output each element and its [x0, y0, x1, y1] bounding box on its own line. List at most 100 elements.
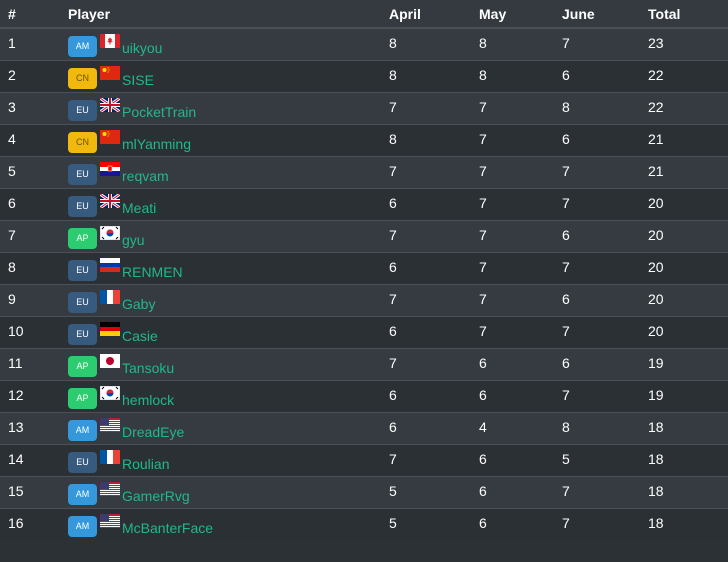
table-row: 7 AP gyu 7 7 6 20 — [0, 219, 728, 252]
june-score: 6 — [562, 59, 648, 92]
player-link[interactable]: SISE — [122, 71, 154, 88]
may-score: 6 — [479, 347, 562, 380]
april-score: 8 — [389, 123, 479, 156]
rank: 11 — [0, 347, 68, 380]
april-score: 5 — [389, 507, 479, 540]
may-score: 7 — [479, 251, 562, 284]
rank: 13 — [0, 411, 68, 444]
region-badge: AM — [68, 419, 97, 441]
region-badge: AM — [68, 483, 97, 505]
region-badge: EU — [68, 323, 97, 345]
table-row: 11 AP Tansoku 7 6 6 19 — [0, 347, 728, 380]
table-row: 13 AM DreadEye 6 4 8 18 — [0, 411, 728, 444]
may-score: 7 — [479, 123, 562, 156]
april-score: 8 — [389, 59, 479, 92]
total-score: 20 — [648, 283, 728, 316]
player-link[interactable]: RENMEN — [122, 263, 183, 280]
player-link[interactable]: mlYanming — [122, 135, 191, 152]
flag-cn-icon — [100, 65, 120, 80]
player-link[interactable]: Gaby — [122, 295, 156, 312]
total-score: 18 — [648, 443, 728, 476]
june-score: 6 — [562, 347, 648, 380]
table-row: 6 EU Meati 6 7 7 20 — [0, 187, 728, 220]
region-badge: EU — [68, 163, 97, 185]
player-link[interactable]: gyu — [122, 231, 145, 248]
col-may[interactable]: May — [479, 0, 562, 29]
flag-ca-icon — [100, 34, 120, 48]
player-link[interactable]: DreadEye — [122, 423, 185, 440]
player-link[interactable]: hemlock — [122, 391, 175, 408]
region-badge: AP — [68, 355, 97, 377]
table-row: 10 EU Casie 6 7 7 20 — [0, 315, 728, 348]
region-badge: EU — [68, 195, 97, 217]
table-row: 16 AM McBanterFace 5 6 7 18 — [0, 507, 728, 540]
june-score: 7 — [562, 315, 648, 348]
table-row: 9 EU Gaby 7 7 6 20 — [0, 283, 728, 316]
may-score: 4 — [479, 411, 562, 444]
total-score: 21 — [648, 123, 728, 156]
region-badge: EU — [68, 259, 97, 281]
player-link[interactable]: reqvam — [122, 167, 169, 184]
col-total[interactable]: Total — [648, 0, 728, 29]
rank: 10 — [0, 315, 68, 348]
may-score: 8 — [479, 27, 562, 60]
player-link[interactable]: GamerRvg — [122, 487, 190, 504]
total-score: 18 — [648, 507, 728, 540]
col-june[interactable]: June — [562, 0, 648, 29]
player-link[interactable]: Roulian — [122, 455, 170, 472]
april-score: 7 — [389, 155, 479, 188]
player-link[interactable]: PocketTrain — [122, 103, 197, 120]
rank: 8 — [0, 251, 68, 284]
player-link[interactable]: Casie — [122, 327, 158, 344]
june-score: 8 — [562, 411, 648, 444]
region-badge: CN — [68, 131, 97, 153]
col-player[interactable]: Player — [68, 0, 389, 29]
june-score: 7 — [562, 27, 648, 60]
rank: 12 — [0, 379, 68, 412]
region-badge: CN — [68, 67, 97, 89]
rank: 14 — [0, 443, 68, 476]
may-score: 6 — [479, 475, 562, 508]
rank: 9 — [0, 283, 68, 316]
player-link[interactable]: Meati — [122, 199, 157, 216]
col-rank[interactable]: # — [0, 0, 68, 29]
leaderboard-table: # Player April May June Total 1 AM uikyou… — [0, 0, 728, 540]
may-score: 7 — [479, 219, 562, 252]
rank: 15 — [0, 475, 68, 508]
flag-kr-icon — [100, 225, 120, 240]
may-score: 7 — [479, 91, 562, 124]
total-score: 20 — [648, 219, 728, 252]
total-score: 20 — [648, 315, 728, 348]
june-score: 7 — [562, 379, 648, 412]
table-row: 8 EU RENMEN 6 7 7 20 — [0, 251, 728, 284]
june-score: 5 — [562, 443, 648, 476]
header-row: # Player April May June Total — [0, 0, 728, 29]
total-score: 19 — [648, 379, 728, 412]
april-score: 5 — [389, 475, 479, 508]
col-april[interactable]: April — [389, 0, 479, 29]
player-link[interactable]: Tansoku — [122, 359, 175, 376]
april-score: 6 — [389, 379, 479, 412]
player-link[interactable]: uikyou — [122, 40, 163, 56]
total-score: 23 — [648, 27, 728, 60]
total-score: 19 — [648, 347, 728, 380]
region-badge: EU — [68, 291, 97, 313]
flag-gb-icon — [100, 193, 120, 208]
april-score: 7 — [389, 283, 479, 316]
april-score: 6 — [389, 251, 479, 284]
june-score: 7 — [562, 155, 648, 188]
june-score: 7 — [562, 475, 648, 508]
april-score: 7 — [389, 219, 479, 252]
flag-de-icon — [100, 321, 120, 336]
total-score: 22 — [648, 91, 728, 124]
flag-hr-icon — [100, 161, 120, 176]
rank: 16 — [0, 507, 68, 540]
player-link[interactable]: McBanterFace — [122, 519, 214, 536]
may-score: 6 — [479, 443, 562, 476]
april-score: 6 — [389, 411, 479, 444]
total-score: 20 — [648, 187, 728, 220]
may-score: 7 — [479, 315, 562, 348]
total-score: 22 — [648, 59, 728, 92]
may-score: 8 — [479, 59, 562, 92]
june-score: 6 — [562, 123, 648, 156]
